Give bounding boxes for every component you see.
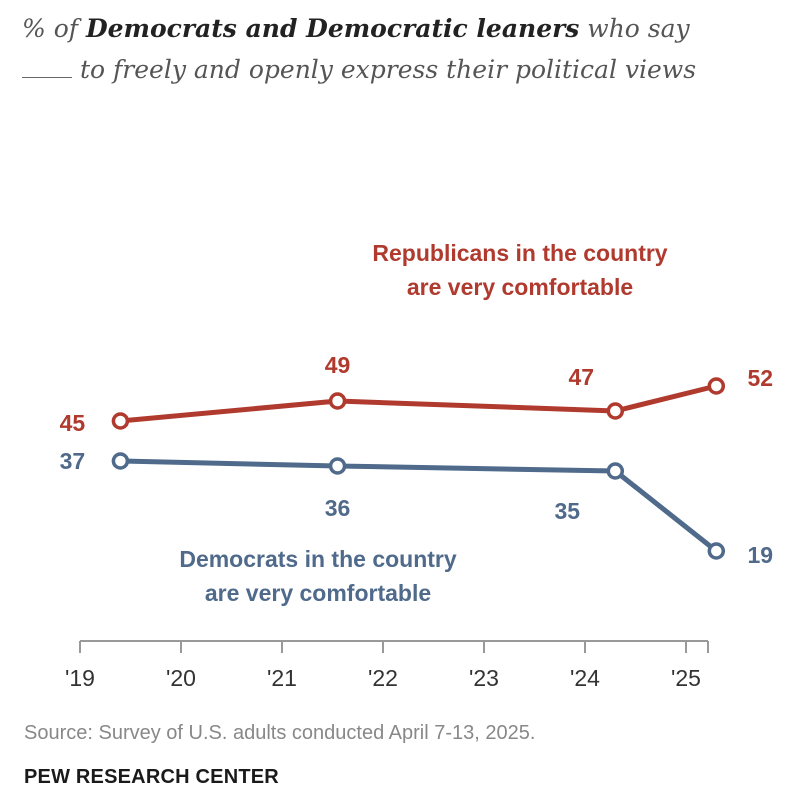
x-tick-label: '21 xyxy=(267,665,297,691)
title-bold: Democrats and Democratic leaners xyxy=(85,14,580,43)
data-point-marker xyxy=(111,412,130,430)
data-label: 36 xyxy=(325,495,351,521)
title-line2-text: to freely and openly express their polit… xyxy=(80,55,697,84)
data-point-marker xyxy=(606,402,625,420)
data-point-marker xyxy=(707,377,726,395)
source-note: Source: Survey of U.S. adults conducted … xyxy=(24,722,536,744)
title-line-1: % of Democrats and Democratic leaners wh… xyxy=(22,8,782,49)
data-label: 37 xyxy=(60,448,86,474)
data-point-marker xyxy=(328,392,347,410)
series-label-line-2: are very comfortable xyxy=(205,580,431,606)
series-label-line-2: are very comfortable xyxy=(407,274,633,300)
x-tick-label: '19 xyxy=(65,665,95,691)
data-label: 52 xyxy=(748,365,774,391)
data-label: 45 xyxy=(60,410,86,436)
x-tick-label: '25 xyxy=(671,665,701,691)
data-label: 47 xyxy=(569,364,595,390)
brand-name: PEW RESEARCH CENTER xyxy=(24,766,279,788)
x-tick-label: '22 xyxy=(368,665,398,691)
label-layer: 45 49 47 52 Republicans in the country are ve… xyxy=(60,240,773,606)
data-point-marker xyxy=(707,542,726,560)
x-tick-label: '24 xyxy=(570,665,600,691)
data-label: 49 xyxy=(325,352,351,378)
x-axis: '19 '20 '21 '22 '23 '24 '25 xyxy=(65,640,709,691)
chart-title: % of Democrats and Democratic leaners wh… xyxy=(22,8,782,90)
data-label: 35 xyxy=(555,498,581,524)
x-tick-label: '23 xyxy=(469,665,499,691)
data-point-marker xyxy=(606,462,625,480)
x-tick-label: '20 xyxy=(166,665,196,691)
data-label: 19 xyxy=(748,542,774,568)
series-line-0 xyxy=(117,383,719,424)
data-point-marker xyxy=(111,452,130,470)
title-line-2: to freely and openly express their polit… xyxy=(22,49,782,90)
title-suffix: who say xyxy=(579,14,690,43)
series-line-1 xyxy=(117,458,719,554)
title-blank xyxy=(22,57,72,78)
title-prefix: % of xyxy=(22,14,86,43)
series-label-line-1: Democrats in the country xyxy=(179,546,457,572)
series-label-line-1: Republicans in the country xyxy=(372,240,667,266)
series-layer xyxy=(111,377,726,560)
data-point-marker xyxy=(328,457,347,475)
